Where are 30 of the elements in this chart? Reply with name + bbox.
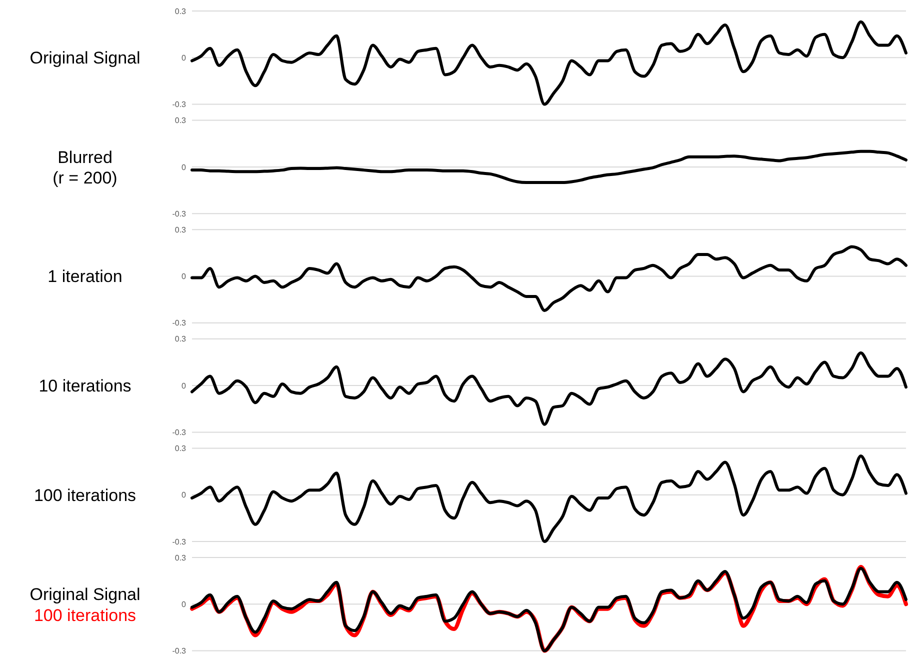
text: 1 iteration [48,267,122,286]
y-tick-label: -0.3 [172,537,187,546]
y-tick-label: -0.3 [172,100,187,110]
line-series [190,20,908,106]
y-tick-label: 0.3 [174,444,187,453]
y-tick-label: -0.3 [172,428,187,437]
text: Original Signal [30,48,140,68]
text: 100 iterations [34,486,136,505]
y-tick-label: 0 [182,272,187,282]
text: 10 iterations [38,376,132,396]
y-tick-label: 0.3 [174,553,187,562]
text: 100 iterations [34,606,136,626]
line-series [190,150,908,184]
y-tick-label: 0 [182,162,187,172]
y-tick-label: 0.3 [174,116,187,126]
y-tick-label: 0 [182,600,187,609]
y-tick-label: -0.3 [172,318,187,328]
text: Blurred (r = 200) [52,148,118,188]
y-tick-label: 0 [182,381,187,390]
line-series [190,454,908,543]
line-series [190,351,908,426]
y-tick-label: 0.3 [174,6,187,16]
line-series [190,245,908,312]
y-tick-label: -0.3 [172,209,187,218]
y-tick-label: -0.3 [172,646,187,656]
y-tick-label: 0.3 [174,225,187,234]
y-tick-label: 0.3 [174,334,187,344]
text: Original Signal [30,585,140,604]
y-tick-label: 0 [182,490,187,500]
y-tick-label: 0 [182,53,187,62]
